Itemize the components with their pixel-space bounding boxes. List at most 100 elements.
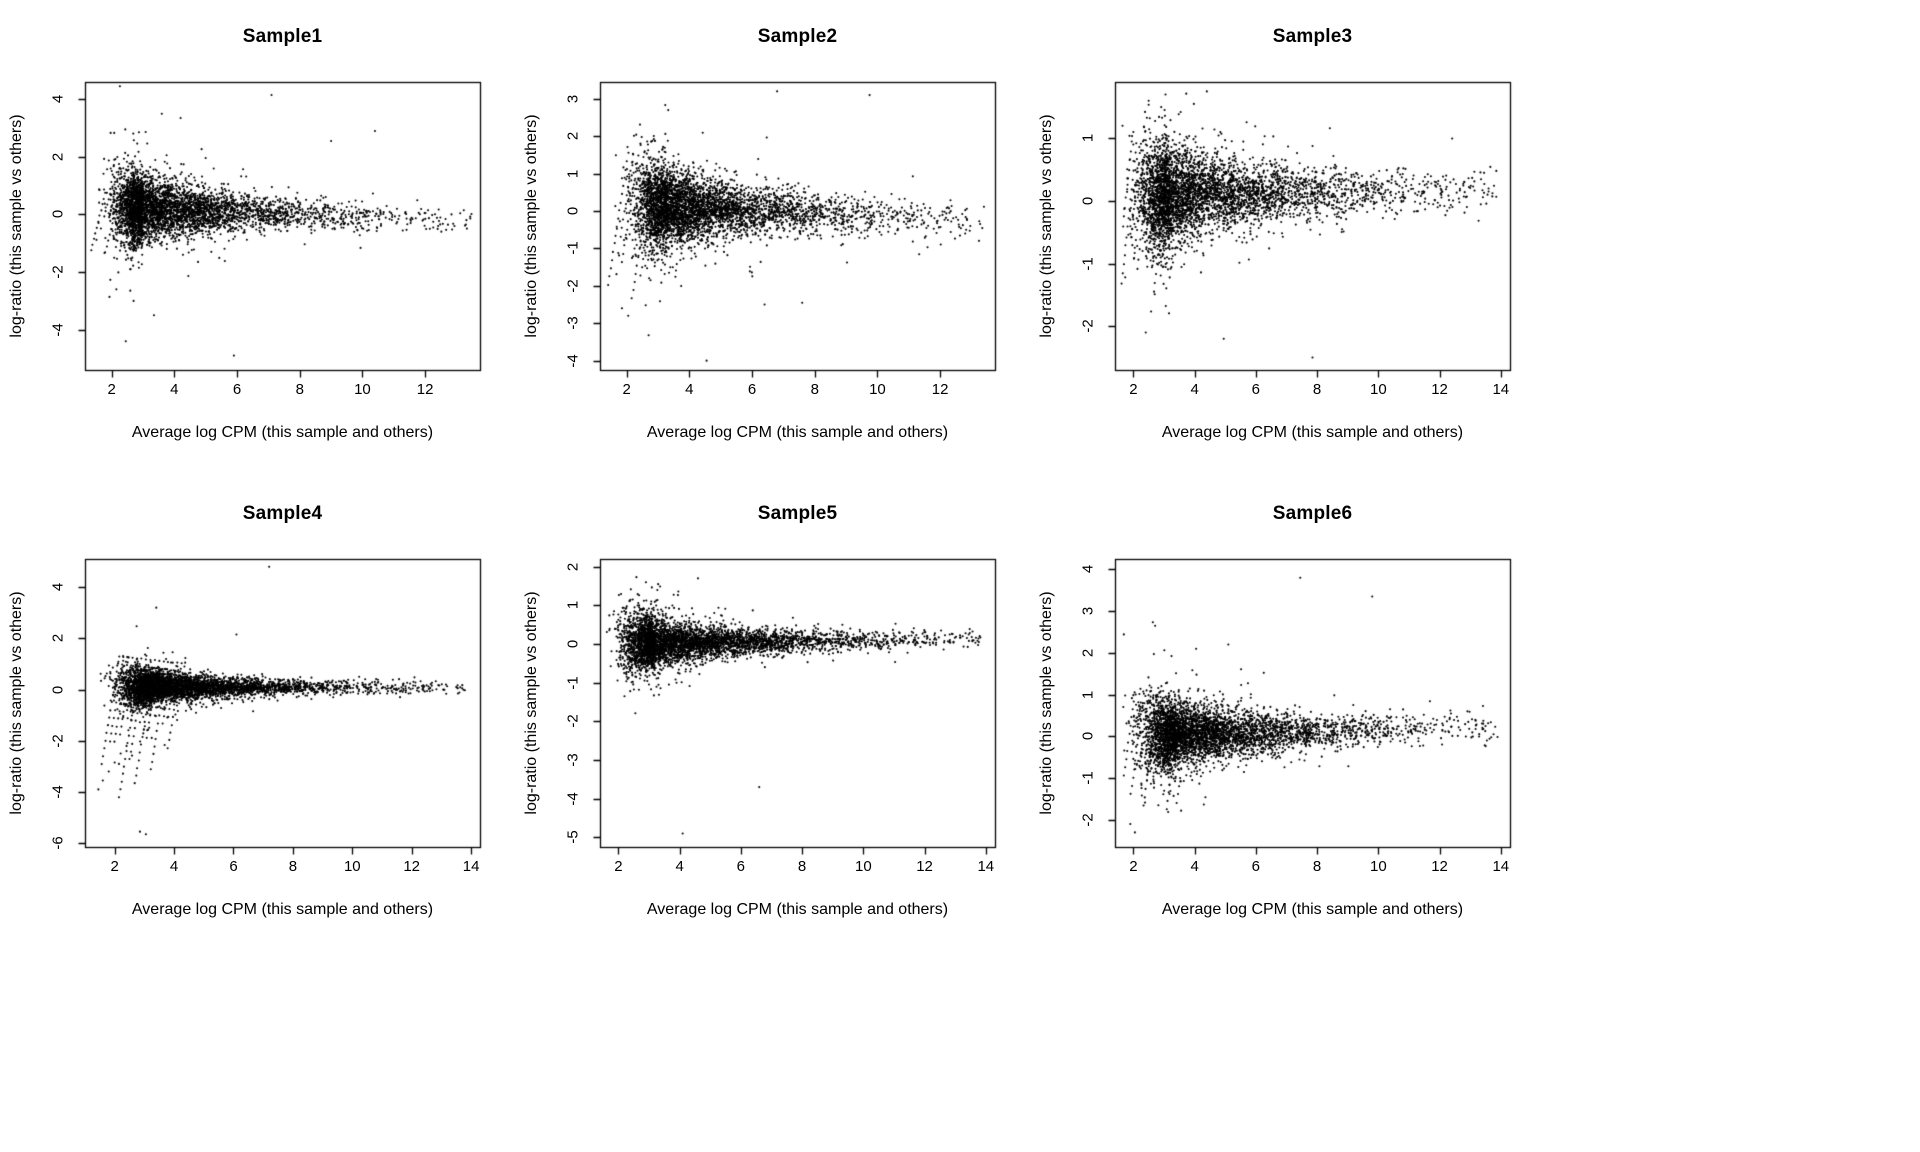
x-tick-label: 14 xyxy=(462,858,480,875)
y-tick-label: 1 xyxy=(564,601,582,610)
x-tick-label: 12 xyxy=(1431,381,1448,398)
y-tick-label: -2 xyxy=(564,279,582,293)
y-tick-label: -5 xyxy=(564,830,582,844)
plot-panel-sample6: Sample6 Average log CPM (this sample and … xyxy=(1030,477,1545,954)
y-tick-label: -3 xyxy=(564,753,582,767)
x-tick-label: 12 xyxy=(1431,858,1448,875)
y-tick-label: -6 xyxy=(49,836,67,850)
scatter-canvas-sample5 xyxy=(515,477,1030,954)
y-tick-label: 3 xyxy=(564,94,582,103)
plots-grid: Sample1 Average log CPM (this sample and … xyxy=(0,0,1545,954)
plot-panel-sample1: Sample1 Average log CPM (this sample and … xyxy=(0,0,515,477)
x-tick-label: 8 xyxy=(810,381,819,398)
y-tick-label: 0 xyxy=(564,206,582,216)
y-tick-label: -2 xyxy=(49,265,67,279)
x-tick-label: 8 xyxy=(1312,381,1322,398)
y-tick-label: 1 xyxy=(1079,690,1097,699)
x-tick-label: 8 xyxy=(1312,858,1322,875)
x-tick-label: 6 xyxy=(1251,858,1261,875)
x-tick-label: 14 xyxy=(1492,381,1510,398)
x-tick-label: 8 xyxy=(288,858,298,875)
y-tick-label: 0 xyxy=(49,210,67,219)
y-tick-label: 0 xyxy=(564,639,582,649)
x-tick-label: 6 xyxy=(1251,381,1261,398)
x-tick-label: 4 xyxy=(675,858,684,875)
x-tick-label: 10 xyxy=(343,858,361,875)
y-tick-label: 0 xyxy=(1079,732,1097,741)
scatter-canvas-sample6 xyxy=(1030,477,1545,954)
x-axis-label: Average log CPM (this sample and others) xyxy=(1161,901,1464,918)
y-tick-label: -1 xyxy=(564,676,582,690)
x-tick-label: 2 xyxy=(107,381,116,398)
x-tick-label: 4 xyxy=(685,381,694,398)
x-tick-label: 8 xyxy=(295,381,304,398)
x-tick-label: 4 xyxy=(170,381,179,398)
x-tick-label: 6 xyxy=(232,381,242,398)
y-axis-label: log-ratio (this sample vs others) xyxy=(1038,591,1055,815)
x-tick-label: 10 xyxy=(1369,381,1387,398)
y-tick-label: -2 xyxy=(1079,319,1097,333)
scatter-canvas-sample4 xyxy=(0,477,515,954)
x-tick-label: 12 xyxy=(916,858,933,875)
x-axis-label: Average log CPM (this sample and others) xyxy=(646,424,949,441)
x-tick-label: 10 xyxy=(1369,858,1387,875)
plot-title-sample2: Sample2 xyxy=(757,26,838,47)
scatter-canvas-sample1 xyxy=(0,0,515,477)
x-tick-label: 14 xyxy=(1492,858,1510,875)
y-tick-label: 3 xyxy=(1079,607,1097,616)
y-tick-label: 2 xyxy=(1079,648,1097,658)
y-axis-label: log-ratio (this sample vs others) xyxy=(8,114,25,338)
plot-panel-sample5: Sample5 Average log CPM (this sample and … xyxy=(515,477,1030,954)
y-axis-label: log-ratio (this sample vs others) xyxy=(1038,114,1055,338)
x-tick-label: 4 xyxy=(169,858,179,875)
y-tick-label: -1 xyxy=(1079,771,1097,785)
y-axis-label: log-ratio (this sample vs others) xyxy=(523,114,540,338)
y-tick-label: -3 xyxy=(564,316,582,330)
x-axis-label: Average log CPM (this sample and others) xyxy=(1161,424,1464,441)
plot-title-sample6: Sample6 xyxy=(1272,503,1353,524)
y-axis-label: log-ratio (this sample vs others) xyxy=(523,591,540,815)
y-tick-label: -1 xyxy=(1079,256,1097,271)
x-tick-label: 4 xyxy=(1190,858,1199,875)
plot-title-sample5: Sample5 xyxy=(757,503,838,524)
y-tick-label: 4 xyxy=(49,582,67,592)
plot-panel-sample3: Sample3 Average log CPM (this sample and … xyxy=(1030,0,1545,477)
x-tick-label: 12 xyxy=(403,858,421,875)
plot-title-sample3: Sample3 xyxy=(1272,26,1353,47)
x-tick-label: 2 xyxy=(1129,381,1138,398)
y-tick-label: -4 xyxy=(49,785,67,799)
y-tick-label: 4 xyxy=(49,95,67,104)
y-tick-label: -4 xyxy=(49,323,67,337)
scatter-canvas-sample3 xyxy=(1030,0,1545,477)
plot-panel-sample2: Sample2 Average log CPM (this sample and … xyxy=(515,0,1030,477)
y-tick-label: 2 xyxy=(49,152,67,162)
x-tick-label: 6 xyxy=(747,381,757,398)
y-tick-label: 1 xyxy=(564,169,582,178)
y-tick-label: -2 xyxy=(1079,813,1097,827)
x-tick-label: 12 xyxy=(416,381,434,398)
y-tick-label: -4 xyxy=(564,353,582,368)
x-tick-label: 2 xyxy=(622,381,631,398)
x-tick-label: 6 xyxy=(736,858,746,875)
x-tick-label: 14 xyxy=(977,858,995,875)
x-tick-label: 6 xyxy=(229,858,238,875)
y-tick-label: 4 xyxy=(1079,565,1097,574)
y-tick-label: -1 xyxy=(564,241,582,256)
x-tick-label: 12 xyxy=(931,381,949,398)
plot-title-sample4: Sample4 xyxy=(242,503,323,524)
scatter-canvas-sample2 xyxy=(515,0,1030,477)
y-tick-label: 0 xyxy=(49,685,67,694)
x-axis-label: Average log CPM (this sample and others) xyxy=(646,901,949,918)
x-tick-label: 2 xyxy=(110,858,119,875)
x-tick-label: 10 xyxy=(869,381,886,398)
y-tick-label: 0 xyxy=(1079,196,1097,206)
x-axis-label: Average log CPM (this sample and others) xyxy=(131,901,434,918)
y-tick-label: 2 xyxy=(564,562,582,571)
plot-title-sample1: Sample1 xyxy=(242,26,323,47)
x-tick-label: 10 xyxy=(354,381,371,398)
y-axis-label: log-ratio (this sample vs others) xyxy=(8,591,25,815)
y-tick-label: 1 xyxy=(1079,134,1097,143)
x-tick-label: 2 xyxy=(614,858,623,875)
y-tick-label: 2 xyxy=(49,634,67,643)
plot-panel-sample4: Sample4 Average log CPM (this sample and … xyxy=(0,477,515,954)
